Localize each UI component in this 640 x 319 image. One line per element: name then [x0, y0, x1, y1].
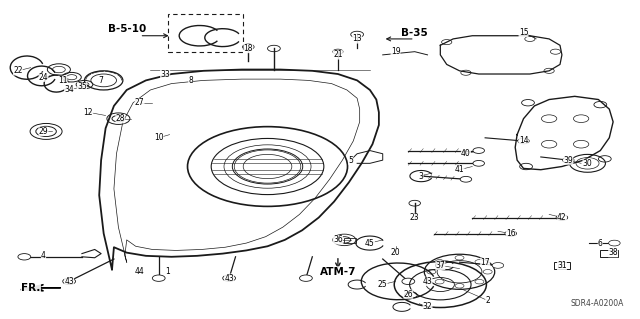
Text: 31: 31 — [557, 261, 567, 270]
Text: 38: 38 — [608, 248, 618, 257]
Text: 34: 34 — [64, 85, 74, 94]
Circle shape — [505, 231, 516, 236]
Text: 43: 43 — [224, 274, 234, 283]
Text: 5: 5 — [348, 156, 353, 165]
Text: 44: 44 — [134, 267, 145, 276]
Circle shape — [473, 160, 484, 166]
Text: 22: 22 — [13, 66, 22, 75]
Text: 25: 25 — [378, 280, 388, 289]
Text: 27: 27 — [134, 98, 145, 107]
Circle shape — [152, 275, 165, 281]
Text: 15: 15 — [518, 28, 529, 37]
Text: 19: 19 — [390, 47, 401, 56]
Circle shape — [556, 215, 568, 220]
Text: 20: 20 — [390, 248, 401, 257]
Text: 42: 42 — [557, 213, 567, 222]
Text: 45: 45 — [365, 239, 375, 248]
Text: 24: 24 — [38, 73, 49, 82]
Text: 2: 2 — [485, 296, 490, 305]
Circle shape — [300, 275, 312, 281]
Circle shape — [63, 278, 76, 285]
Text: 26: 26 — [403, 290, 413, 299]
Polygon shape — [20, 285, 61, 291]
Text: 14: 14 — [518, 137, 529, 145]
Text: 39: 39 — [563, 156, 573, 165]
Text: 23: 23 — [410, 213, 420, 222]
Text: 4: 4 — [41, 251, 46, 260]
Text: 10: 10 — [154, 133, 164, 142]
Circle shape — [563, 157, 574, 163]
Text: 36: 36 — [333, 235, 343, 244]
Text: 43: 43 — [422, 277, 433, 286]
Text: 18: 18 — [244, 44, 253, 53]
Circle shape — [223, 275, 236, 281]
Circle shape — [460, 176, 472, 182]
Text: 7: 7 — [99, 76, 104, 85]
Text: 6: 6 — [598, 239, 603, 248]
Text: 32: 32 — [422, 302, 433, 311]
Circle shape — [492, 263, 504, 268]
Circle shape — [609, 240, 620, 246]
Text: B-5-10: B-5-10 — [108, 24, 146, 34]
Text: 16: 16 — [506, 229, 516, 238]
Text: 37: 37 — [435, 261, 445, 270]
Text: ATM-7: ATM-7 — [319, 267, 356, 277]
Text: 11: 11 — [58, 76, 67, 85]
Text: 1: 1 — [165, 267, 170, 276]
Text: 17: 17 — [480, 258, 490, 267]
Text: 28: 28 — [116, 114, 125, 123]
Circle shape — [518, 138, 529, 144]
Circle shape — [473, 148, 484, 153]
Text: 3: 3 — [419, 172, 424, 181]
Text: 29: 29 — [38, 127, 49, 136]
Text: 40: 40 — [461, 149, 471, 158]
Text: 8: 8 — [188, 76, 193, 85]
Text: 21: 21 — [333, 50, 342, 59]
Circle shape — [18, 254, 31, 260]
Text: 30: 30 — [582, 159, 593, 168]
Text: 12: 12 — [84, 108, 93, 117]
Text: 43: 43 — [64, 277, 74, 286]
Text: B-35: B-35 — [401, 27, 428, 38]
Text: SDR4-A0200A: SDR4-A0200A — [571, 299, 624, 308]
Text: 13: 13 — [352, 34, 362, 43]
Text: 41: 41 — [454, 165, 465, 174]
Text: FR.: FR. — [21, 283, 40, 293]
Circle shape — [402, 278, 415, 285]
Text: 35: 35 — [77, 82, 87, 91]
Text: 33: 33 — [160, 70, 170, 78]
